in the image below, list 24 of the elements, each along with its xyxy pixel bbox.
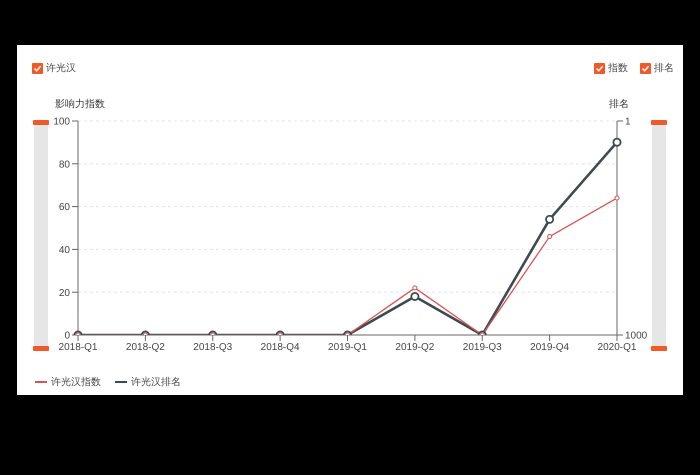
legend-label: 许光汉指数 [51, 376, 101, 389]
text: 排名 [654, 62, 674, 75]
x-tick-label: 2019-Q1 [328, 342, 368, 354]
y-axis-title: 影响力指数 [55, 98, 105, 111]
text: 许光汉 [46, 62, 76, 75]
x-tick-label: 2020-Q1 [598, 342, 637, 354]
x-tick-label: 2018-Q4 [260, 342, 300, 354]
y2-tick-label: 1 [625, 116, 631, 128]
x-tick-label: 2019-Q2 [395, 342, 435, 354]
y-tick-label: 0 [64, 330, 70, 342]
y-tick-label: 20 [58, 288, 70, 299]
x-tick-label: 2018-Q3 [193, 342, 233, 354]
y-tick-label: 100 [53, 116, 70, 128]
x-tick-label: 2018-Q1 [58, 342, 98, 354]
y-tick-label: 80 [58, 159, 70, 170]
text: 指数 [608, 62, 628, 75]
y-tick-label: 60 [58, 202, 70, 214]
x-tick-label: 2018-Q2 [126, 342, 166, 354]
y2-axis-title: 排名 [609, 98, 629, 111]
y2-tick-label: 1000 [625, 330, 648, 342]
legend-label: 许光汉排名 [131, 376, 181, 389]
x-tick-label: 2019-Q3 [462, 342, 502, 354]
x-tick-label: 2019-Q4 [530, 342, 570, 354]
y-tick-label: 40 [58, 244, 70, 256]
